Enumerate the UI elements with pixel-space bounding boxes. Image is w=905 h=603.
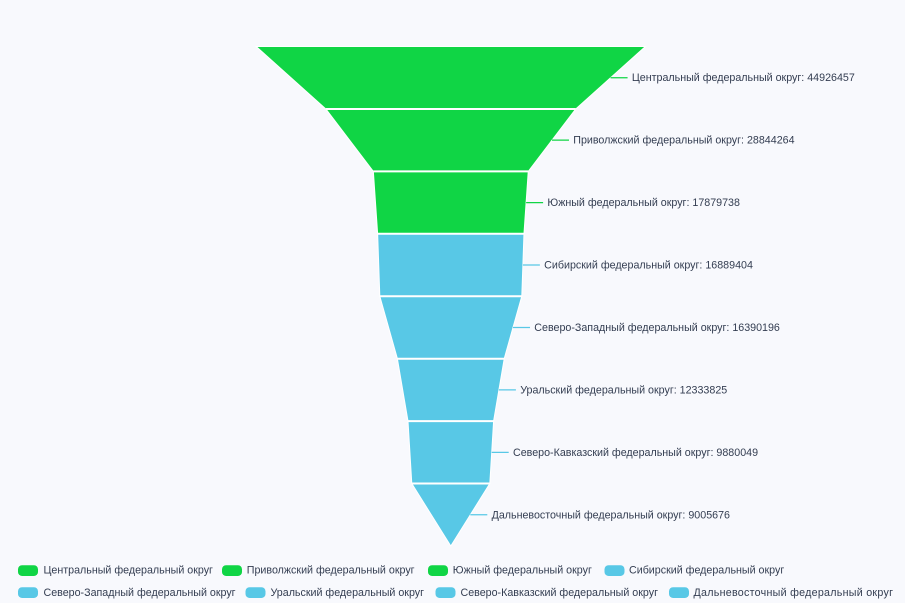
svg-text:Уральский федеральный округ: 1: Уральский федеральный округ: 12333825 bbox=[520, 384, 727, 396]
svg-text:Дальневосточный федеральный ок: Дальневосточный федеральный округ: 90056… bbox=[492, 509, 730, 521]
svg-text:Северо-Кавказский федеральный: Северо-Кавказский федеральный округ bbox=[461, 587, 659, 599]
svg-text:Сибирский федеральный округ: 1: Сибирский федеральный округ: 16889404 bbox=[544, 260, 753, 272]
svg-text:Центральный федеральный округ: Центральный федеральный округ bbox=[44, 564, 214, 576]
svg-text:Сибирский федеральный округ: Сибирский федеральный округ bbox=[629, 564, 784, 576]
svg-text:Северо-Кавказский федеральный: Северо-Кавказский федеральный округ: 988… bbox=[513, 447, 758, 459]
svg-text:Приволжский федеральный округ:: Приволжский федеральный округ: 28844264 bbox=[573, 135, 794, 147]
svg-text:Южный федеральный округ: Южный федеральный округ bbox=[453, 564, 592, 576]
svg-text:Приволжский федеральный округ: Приволжский федеральный округ bbox=[247, 564, 415, 576]
svg-text:Северо-Западный федеральный ок: Северо-Западный федеральный округ bbox=[44, 587, 236, 599]
svg-text:Южный федеральный округ: 17879: Южный федеральный округ: 17879738 bbox=[547, 197, 740, 209]
svg-text:Уральский федеральный округ: Уральский федеральный округ bbox=[271, 587, 425, 599]
svg-text:Северо-Западный федеральный ок: Северо-Западный федеральный округ: 16390… bbox=[534, 322, 780, 334]
svg-text:Дальневосточный федеральный ок: Дальневосточный федеральный округ bbox=[694, 587, 894, 599]
svg-text:Центральный федеральный округ:: Центральный федеральный округ: 44926457 bbox=[632, 72, 855, 84]
